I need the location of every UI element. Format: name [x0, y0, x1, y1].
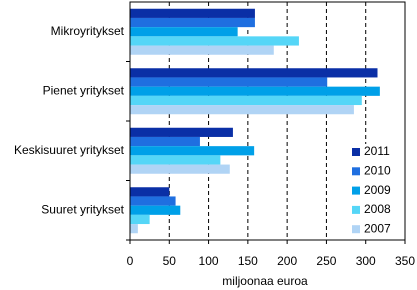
x-tick-label: 200	[277, 254, 297, 268]
legend-label: 2008	[364, 202, 391, 216]
bar	[130, 187, 170, 197]
bar	[130, 45, 274, 55]
x-axis-label: miljoonaa euroa	[222, 274, 308, 288]
bar	[130, 146, 255, 156]
bar	[130, 68, 378, 78]
bar	[130, 214, 150, 225]
y-tick-label: Pienet yritykset	[43, 83, 125, 97]
y-tick-label: Mikroyritykset	[51, 24, 125, 38]
legend-swatch	[352, 148, 360, 156]
legend-swatch	[352, 167, 360, 176]
legend-label: 2010	[364, 163, 391, 177]
bar	[130, 155, 221, 165]
x-tick-label: 250	[316, 254, 336, 268]
x-tick-label: 150	[238, 254, 258, 268]
legend-label: 2007	[364, 221, 391, 235]
bar	[130, 127, 233, 137]
x-tick-label: 50	[163, 254, 177, 268]
bar	[130, 17, 255, 28]
y-tick-label: Suuret yritykset	[41, 202, 124, 216]
bar	[130, 205, 181, 215]
bar	[130, 95, 362, 106]
bar	[130, 8, 255, 18]
bar	[130, 105, 354, 115]
legend-swatch	[352, 205, 360, 214]
bar	[130, 86, 380, 96]
legend-swatch	[352, 225, 360, 234]
x-tick-label: 0	[127, 254, 134, 268]
bar	[130, 196, 176, 206]
legend-swatch	[352, 186, 360, 195]
plot-border	[129, 1, 406, 241]
x-tick-label: 350	[395, 254, 415, 268]
x-tick-label: 100	[199, 254, 219, 268]
bar	[130, 164, 230, 174]
bar	[130, 224, 138, 234]
legend-label: 2009	[364, 183, 391, 197]
bar	[130, 77, 328, 87]
bar	[130, 27, 238, 37]
x-tick-label: 300	[356, 254, 376, 268]
bar	[130, 136, 200, 147]
y-tick-label: Keskisuuret yritykset	[14, 143, 125, 157]
bar	[130, 36, 299, 46]
legend-label: 2011	[364, 144, 390, 158]
